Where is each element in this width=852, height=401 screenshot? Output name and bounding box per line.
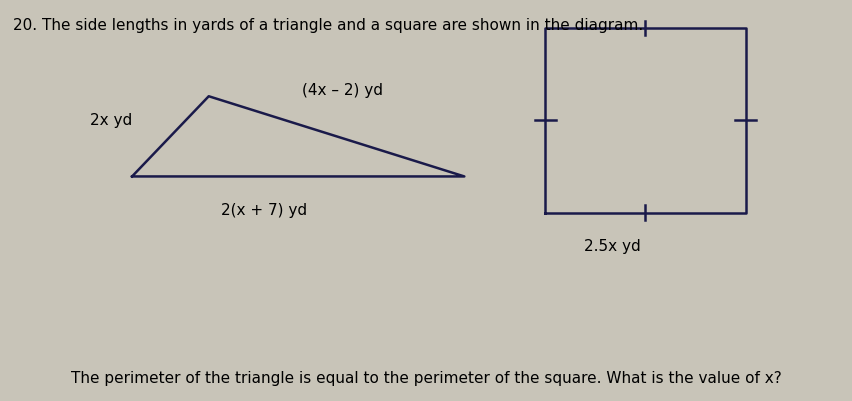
Text: The perimeter of the triangle is equal to the perimeter of the square. What is t: The perimeter of the triangle is equal t…	[71, 371, 781, 386]
Text: 2x yd: 2x yd	[89, 113, 132, 128]
Text: (4x – 2) yd: (4x – 2) yd	[302, 83, 383, 98]
Text: 2.5x yd: 2.5x yd	[584, 239, 641, 253]
Text: 20. The side lengths in yards of a triangle and a square are shown in the diagra: 20. The side lengths in yards of a trian…	[13, 18, 643, 33]
Text: 2(x + 7) yd: 2(x + 7) yd	[221, 203, 308, 217]
